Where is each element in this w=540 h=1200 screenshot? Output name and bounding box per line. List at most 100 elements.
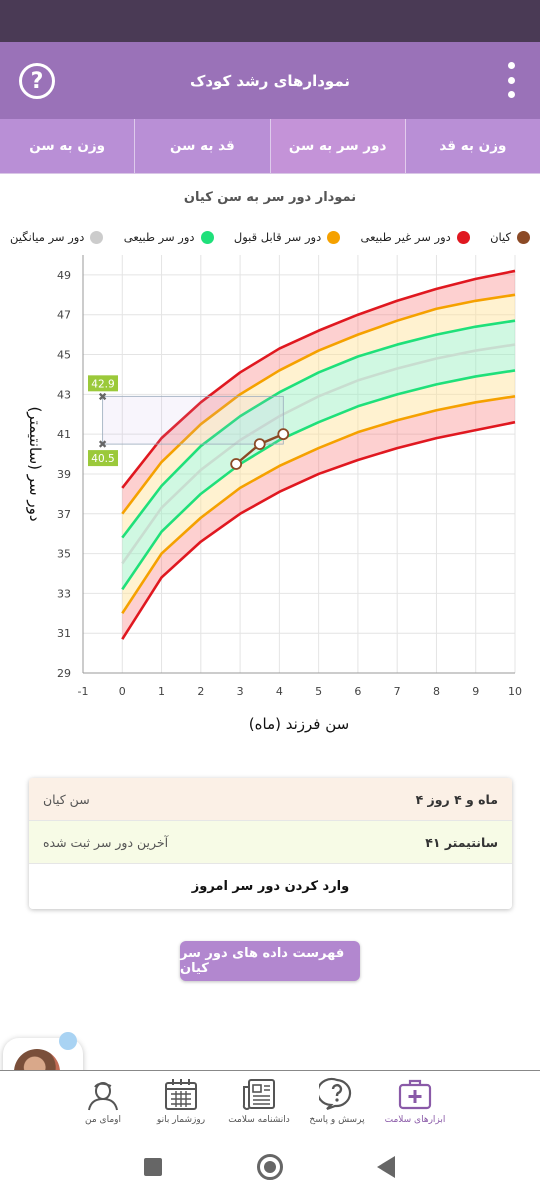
band-area (122, 320, 515, 564)
tab-weight-for-height[interactable]: وزن به قد (439, 138, 507, 154)
x-tick-label: 3 (237, 685, 244, 698)
age-value: ۴ ماه و ۴ روز (415, 791, 498, 807)
bottom-navigation: ابزارهای سلامت پرسش و پاسخ دانشنامه سلام… (0, 1070, 540, 1138)
question-bubble-icon (319, 1077, 352, 1111)
child-data-point[interactable] (253, 438, 266, 450)
last-measure-row: آخرین دور سر ثبت شده ۴۱ سانتیمتر (29, 821, 512, 864)
x-tick-label: 6 (354, 685, 361, 698)
selection-value-badge (88, 375, 118, 392)
selection-value-label: 42.9 (91, 378, 114, 390)
home-button[interactable] (257, 1154, 283, 1180)
app-bar: ? نمودارهای رشد کودک (0, 42, 540, 119)
y-tick-label: 29 (57, 667, 71, 680)
nav-encyclopedia[interactable]: دانشنامه سلامت (214, 1077, 304, 1135)
band-area (122, 396, 515, 640)
y-axis-title: دور سر (سانتیمتر) (26, 406, 44, 521)
y-tick-label: 45 (57, 349, 71, 362)
selection-marker: ✖ (98, 438, 107, 451)
nav-calendar[interactable]: روزشمار بانو (136, 1077, 226, 1135)
y-tick-label: 39 (57, 468, 71, 481)
info-card: سن کیان ۴ ماه و ۴ روز آخرین دور سر ثبت ش… (29, 778, 512, 909)
series-line (121, 420, 516, 640)
x-axis-title: سن فرزند (ماه) (249, 715, 349, 733)
page-title: نمودارهای رشد کودک (189, 71, 351, 90)
legend-item-abnormal[interactable]: دور سر غیر طبیعی (361, 230, 470, 244)
selection-range (102, 395, 284, 445)
y-tick-label: 35 (57, 548, 71, 561)
recents-button[interactable] (144, 1158, 162, 1176)
back-button[interactable] (377, 1156, 395, 1178)
series-line (121, 369, 516, 591)
y-tick-label: 41 (57, 428, 71, 441)
x-tick-label: 2 (197, 685, 204, 698)
enter-measure-button[interactable]: وارد کردن دور سر امروز (29, 864, 512, 909)
status-bar (0, 0, 540, 42)
x-tick-label: -1 (78, 685, 89, 698)
legend-item-normal[interactable]: دور سر طبیعی (124, 230, 214, 244)
legend-dot (517, 230, 530, 244)
help-button[interactable]: ? (19, 63, 55, 99)
legend-label: دور سر قابل قبول (233, 230, 322, 244)
chart-title: نمودار دور سر به سن کیان (183, 190, 357, 205)
x-tick-label: 10 (508, 685, 522, 698)
last-measure-value: ۴۱ سانتیمتر (425, 834, 498, 850)
nav-label: ابزارهای سلامت (384, 1115, 446, 1125)
notification-dot (59, 1032, 77, 1050)
child-data-point[interactable] (230, 458, 243, 470)
head-circumference-chart[interactable]: ✖42.9✖40.5-1 0 1 2 3 4 5 6 7 8 9 102931333537394143… (0, 250, 540, 750)
more-menu-button[interactable] (506, 62, 516, 98)
legend-dot (90, 230, 104, 244)
child-data-point[interactable] (277, 428, 290, 441)
age-label: سن کیان (43, 791, 90, 807)
selection-marker: ✖ (98, 390, 107, 403)
tab-height-for-age[interactable]: قد به سن (135, 119, 271, 173)
nav-profile[interactable]: اومای من (58, 1077, 148, 1135)
newspaper-icon (242, 1079, 275, 1110)
enter-measure-label: وارد کردن دور سر امروز (191, 879, 350, 894)
legend-label: دور سر میانگین (10, 230, 85, 244)
tab-head-for-age[interactable]: دور سر به سن (270, 119, 406, 173)
more-dot-icon (507, 62, 515, 69)
nav-qa[interactable]: پرسش و پاسخ (292, 1077, 382, 1135)
y-tick-label: 37 (57, 508, 71, 521)
legend-item-child[interactable]: کیان (490, 230, 530, 244)
series-line (121, 395, 516, 615)
nav-health-tools[interactable]: ابزارهای سلامت (370, 1077, 460, 1135)
series-line (121, 343, 516, 565)
selection-value-label: 40.5 (91, 453, 114, 465)
band-area (122, 294, 515, 538)
more-dot-icon (507, 76, 515, 84)
y-tick-label: 43 (57, 388, 71, 401)
nav-label: پرسش و پاسخ (309, 1115, 365, 1125)
legend-label: دور سر طبیعی (123, 230, 195, 244)
legend-label: دور سر غیر طبیعی (360, 230, 451, 244)
tab-weight-for-age[interactable]: وزن به سن (0, 119, 136, 173)
legend-dot (456, 230, 470, 244)
y-tick-label: 47 (57, 309, 71, 322)
legend-label: کیان (490, 230, 511, 244)
selection-value-badge (88, 450, 118, 467)
data-list-button[interactable]: فهرست داده های دور سر کیان (180, 941, 360, 981)
legend-item-acceptable[interactable]: دور سر قابل قبول (233, 230, 341, 244)
age-row: سن کیان ۴ ماه و ۴ روز (29, 778, 512, 821)
legend-item-mean[interactable]: دور سر میانگین (10, 230, 104, 244)
legend-dot (327, 230, 341, 244)
y-tick-label: 49 (57, 269, 71, 282)
y-tick-label: 33 (57, 587, 71, 600)
chart-legend: کیان دور سر غیر طبیعی دور سر قابل قبول د… (10, 226, 530, 248)
x-tick-label: 1 (158, 685, 165, 698)
series-line (121, 269, 516, 489)
user-icon (88, 1082, 118, 1111)
series-line (121, 293, 516, 515)
calendar-icon (165, 1079, 197, 1110)
x-tick-label: 5 (315, 685, 322, 698)
x-tick-label: 4 (276, 685, 283, 698)
series-line (121, 319, 516, 539)
legend-dot (200, 230, 214, 244)
medical-kit-icon (398, 1079, 432, 1110)
more-dot-icon (507, 91, 515, 98)
system-navigation-bar (0, 1138, 540, 1200)
help-icon: ? (30, 68, 44, 94)
band-area (122, 270, 515, 514)
nav-label: روزشمار بانو (156, 1115, 206, 1125)
